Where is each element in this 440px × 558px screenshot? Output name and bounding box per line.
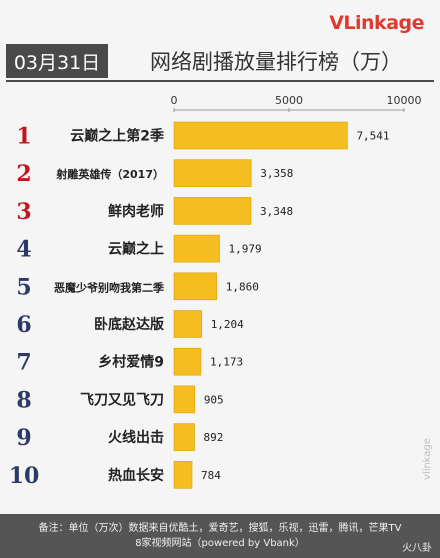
bar	[173, 460, 193, 489]
bar	[173, 159, 252, 187]
category-label: 飞刀又见飞刀	[80, 392, 164, 408]
rank-number: 6	[16, 312, 31, 338]
side-watermark: vlinkage	[422, 438, 433, 480]
category-label: 恶魔少爷别吻我第二季	[54, 280, 165, 294]
category-label: 云巅之上第2季	[70, 128, 164, 145]
value-label: 3,348	[260, 205, 293, 218]
value-label: 1,204	[211, 318, 244, 331]
watermark-text: 火八卦	[402, 543, 432, 554]
category-label: 云巅之上	[108, 241, 164, 258]
x-tick-label: 10000	[387, 94, 422, 107]
value-label: 905	[204, 393, 224, 406]
rank-number: 3	[16, 199, 31, 225]
bar	[173, 121, 348, 150]
value-label: 892	[204, 431, 224, 444]
footer-line-2: 8家视频网站（powered by Vbank）	[135, 538, 305, 549]
value-label: 1,173	[210, 356, 243, 369]
category-label: 卧底赵达版	[94, 316, 164, 333]
rank-number: 1	[16, 124, 31, 150]
title-divider	[6, 80, 434, 82]
value-label: 1,979	[229, 243, 262, 256]
rank-number: 8	[16, 387, 31, 413]
logo-text: VLinkage	[329, 12, 424, 34]
category-label: 鲜肉老师	[108, 203, 164, 220]
footer-note: 备注：单位（万次）数据来自优酷土，爱奇艺，搜狐，乐视，迅雷，腾讯，芒果TV 8家…	[0, 514, 440, 558]
value-label: 7,541	[356, 130, 389, 143]
bar	[173, 272, 218, 301]
value-label: 3,358	[260, 167, 293, 180]
category-label: 火线出击	[108, 429, 164, 446]
bar	[173, 423, 195, 451]
category-label: 射雕英雄传（2017）	[55, 167, 164, 181]
value-label: 784	[201, 469, 221, 482]
date-badge: 03月31日	[6, 44, 108, 78]
rank-number: 5	[16, 274, 31, 300]
rank-number: 2	[16, 161, 31, 187]
rank-number: 7	[16, 350, 31, 376]
rank-number: 10	[9, 463, 40, 489]
category-label: 热血长安	[108, 467, 164, 484]
bar	[173, 347, 202, 376]
rank-number: 9	[16, 425, 31, 451]
rank-number: 4	[16, 237, 31, 263]
value-label: 1,860	[226, 280, 259, 293]
category-label: 乡村爱情9	[98, 354, 164, 371]
bar	[173, 310, 202, 338]
bar	[173, 197, 252, 225]
chart-title: 网络剧播放量排行榜（万）	[150, 50, 402, 74]
vlinkage-logo: VLinkage	[329, 12, 424, 34]
x-tick-label: 0	[171, 94, 178, 107]
bar	[173, 234, 220, 263]
bar	[173, 385, 196, 414]
x-tick-label: 5000	[275, 94, 303, 107]
footer-line-1: 备注：单位（万次）数据来自优酷土，爱奇艺，搜狐，乐视，迅雷，腾讯，芒果TV	[38, 523, 402, 534]
